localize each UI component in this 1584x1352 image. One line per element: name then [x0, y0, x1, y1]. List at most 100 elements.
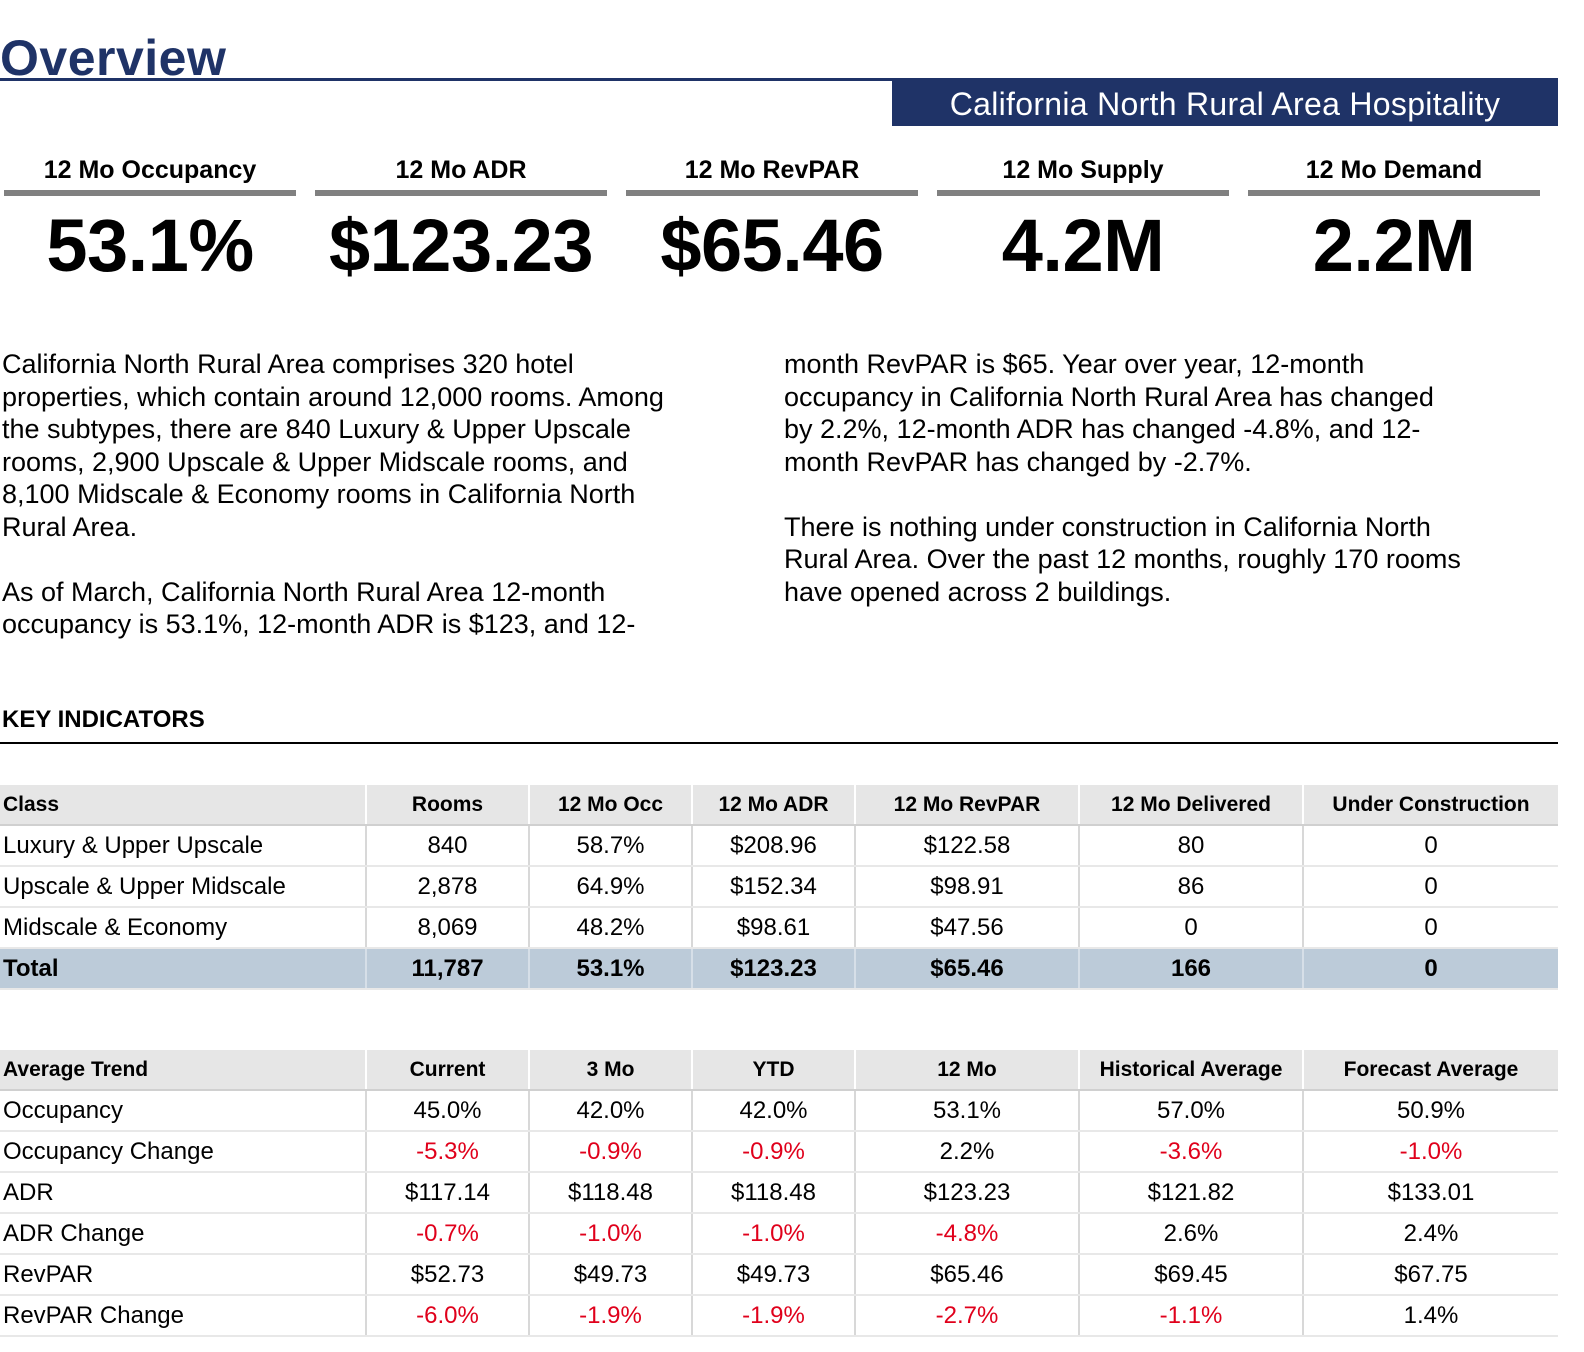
summary-line: rooms, 2,900 Upscale & Upper Midscale ro… [2, 446, 628, 477]
summary-column-left: California North Rural Area comprises 32… [2, 348, 664, 641]
table-cell: 64.9% [528, 866, 692, 908]
table-cell: $65.46 [854, 948, 1079, 990]
kpi-value: 53.1% [46, 204, 254, 287]
table-cell: -3.6% [1078, 1131, 1303, 1173]
column-header: 12 Mo Delivered [1078, 785, 1303, 826]
table-cell: $122.58 [854, 825, 1079, 867]
kpi-adr: 12 Mo ADR $123.23 [311, 150, 611, 296]
kpi-divider [937, 190, 1229, 196]
table-cell: 50.9% [1302, 1090, 1558, 1132]
table-cell: RevPAR Change [0, 1295, 366, 1337]
table-cell: $123.23 [691, 948, 855, 990]
summary-line: As of March, California North Rural Area… [2, 576, 606, 607]
table-cell: Occupancy [0, 1090, 366, 1132]
summary-line: Rural Area. Over the past 12 months, rou… [784, 544, 1461, 574]
column-header: YTD [691, 1050, 855, 1091]
table-cell: 1.4% [1302, 1295, 1558, 1337]
column-header: 12 Mo ADR [691, 785, 855, 826]
table-cell: $47.56 [854, 907, 1079, 949]
table-header-row: Class Rooms 12 Mo Occ 12 Mo ADR 12 Mo Re… [0, 785, 1558, 826]
title-underline [0, 78, 1558, 81]
kpi-occupancy: 12 Mo Occupancy 53.1% [0, 150, 300, 296]
table-cell: Luxury & Upper Upscale [0, 825, 366, 867]
column-header: 3 Mo [528, 1050, 692, 1091]
table-row: ADR $117.14 $118.48 $118.48 $123.23 $121… [0, 1172, 1558, 1214]
table-cell: -1.9% [528, 1295, 692, 1337]
table-row: Occupancy 45.0% 42.0% 42.0% 53.1% 57.0% … [0, 1090, 1558, 1132]
table-header-row: Average Trend Current 3 Mo YTD 12 Mo His… [0, 1050, 1558, 1091]
table-cell: 42.0% [528, 1090, 692, 1132]
summary-line: occupancy is 53.1%, 12-month ADR is $123… [2, 609, 636, 639]
table-cell: -5.3% [365, 1131, 529, 1173]
table-cell: $118.48 [691, 1172, 855, 1214]
kpi-value: 4.2M [1001, 204, 1165, 287]
table-cell: $98.91 [854, 866, 1079, 908]
table-cell: 53.1% [528, 948, 692, 990]
table-row: RevPAR Change -6.0% -1.9% -1.9% -2.7% -1… [0, 1295, 1558, 1337]
table-cell: -1.0% [1302, 1131, 1558, 1173]
table-cell: $65.46 [854, 1254, 1079, 1296]
summary-line: have opened across 2 buildings. [784, 576, 1172, 607]
table-cell: 48.2% [528, 907, 692, 949]
table-cell: 0 [1078, 907, 1303, 949]
table-cell: 80 [1078, 825, 1303, 867]
table-cell: -0.9% [691, 1131, 855, 1173]
table-cell: 2.4% [1302, 1213, 1558, 1255]
table-cell: -2.7% [854, 1295, 1079, 1337]
summary-line: the subtypes, there are 840 Luxury & Upp… [2, 414, 631, 444]
table-cell: 86 [1078, 866, 1303, 908]
table-cell: Occupancy Change [0, 1131, 366, 1173]
table-cell: $117.14 [365, 1172, 529, 1214]
table-cell: 0 [1302, 866, 1558, 908]
table-cell: $152.34 [691, 866, 855, 908]
key-indicators-table: Class Rooms 12 Mo Occ 12 Mo ADR 12 Mo Re… [0, 785, 1558, 990]
table-cell: 8,069 [365, 907, 529, 949]
total-row: Total 11,787 53.1% $123.23 $65.46 166 0 [0, 948, 1558, 990]
table-cell: 53.1% [854, 1090, 1079, 1132]
table-cell: -6.0% [365, 1295, 529, 1337]
summary-line: month RevPAR is $65. Year over year, 12-… [784, 349, 1365, 379]
table-cell: 0 [1302, 907, 1558, 949]
page-title: Overview [0, 30, 227, 86]
table-cell: $52.73 [365, 1254, 529, 1296]
summary-column-right: month RevPAR is $65. Year over year, 12-… [784, 348, 1461, 608]
column-header: Historical Average [1078, 1050, 1303, 1091]
column-header: Under Construction [1302, 785, 1558, 826]
table-cell: 45.0% [365, 1090, 529, 1132]
kpi-divider [315, 190, 607, 196]
table-cell: -4.8% [854, 1213, 1079, 1255]
table-cell: 2,878 [365, 866, 529, 908]
kpi-label: 12 Mo Occupancy [43, 156, 257, 184]
table-cell: 166 [1078, 948, 1303, 990]
kpi-label: 12 Mo RevPAR [684, 156, 860, 184]
summary-line: Rural Area. [2, 511, 138, 542]
section-divider [0, 742, 1558, 744]
kpi-supply: 12 Mo Supply 4.2M [933, 150, 1233, 296]
table-cell: $49.73 [528, 1254, 692, 1296]
table-row: RevPAR $52.73 $49.73 $49.73 $65.46 $69.4… [0, 1254, 1558, 1296]
summary-line: properties, which contain around 12,000 … [2, 381, 664, 412]
table-cell: -1.0% [691, 1213, 855, 1255]
table-cell: 57.0% [1078, 1090, 1303, 1132]
key-indicators-heading: KEY INDICATORS [2, 706, 205, 733]
table-row: Midscale & Economy 8,069 48.2% $98.61 $4… [0, 907, 1558, 949]
table-cell: 58.7% [528, 825, 692, 867]
column-header: Class [0, 785, 366, 826]
table-cell: Upscale & Upper Midscale [0, 866, 366, 908]
kpi-divider [4, 190, 296, 196]
table-cell: 2.6% [1078, 1213, 1303, 1255]
kpi-label: 12 Mo Demand [1305, 156, 1483, 184]
table-cell: ADR [0, 1172, 366, 1214]
table-cell: RevPAR [0, 1254, 366, 1296]
table-cell: 840 [365, 825, 529, 867]
table-cell: -0.7% [365, 1213, 529, 1255]
summary-line: 8,100 Midscale & Economy rooms in Califo… [2, 479, 636, 509]
table-cell: ADR Change [0, 1213, 366, 1255]
kpi-divider [1248, 190, 1540, 196]
table-row: ADR Change -0.7% -1.0% -1.0% -4.8% 2.6% … [0, 1213, 1558, 1255]
table-cell: Midscale & Economy [0, 907, 366, 949]
summary-line: month RevPAR has changed by -2.7%. [784, 446, 1252, 477]
kpi-label: 12 Mo Supply [1002, 156, 1164, 184]
kpi-value: 2.2M [1312, 204, 1476, 287]
market-banner: California North Rural Area Hospitality [892, 81, 1558, 126]
